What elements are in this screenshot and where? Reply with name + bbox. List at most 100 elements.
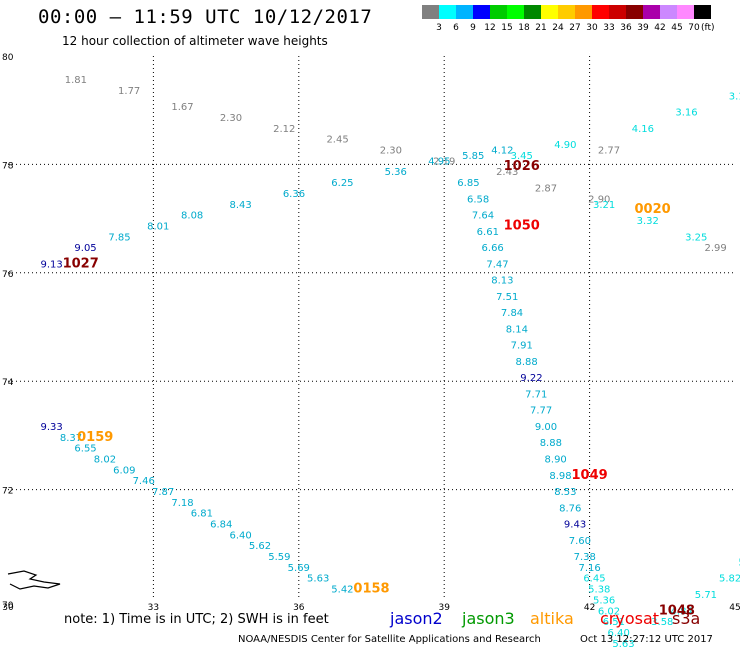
wave-height-label: 5.82 bbox=[719, 574, 740, 585]
y-tick-label: 76 bbox=[2, 270, 14, 280]
wave-height-label: 7.38 bbox=[574, 552, 596, 563]
wave-height-label: 2.90 bbox=[588, 194, 610, 205]
wave-height-label: 8.76 bbox=[559, 503, 581, 514]
wave-height-label: 7.46 bbox=[133, 476, 155, 487]
wave-height-label: 7.87 bbox=[152, 487, 174, 498]
y-tick-label: 80 bbox=[2, 53, 14, 63]
legend-swatch bbox=[609, 5, 626, 19]
wave-height-label: 5.71 bbox=[695, 590, 717, 601]
wave-height-label: 6.25 bbox=[331, 178, 353, 189]
wave-height-label: 8.37 bbox=[60, 433, 82, 444]
wave-height-label: 4.12 bbox=[491, 146, 513, 157]
wave-height-label: 5.38 bbox=[588, 585, 610, 596]
legend-label: 15 bbox=[501, 23, 513, 33]
wave-height-label: 2.99 bbox=[704, 243, 726, 254]
wave-height-label: 5.85 bbox=[462, 151, 484, 162]
legend-label: 9 bbox=[470, 23, 476, 33]
pass-time-label: 1026 bbox=[504, 159, 540, 174]
wave-height-label: 6.84 bbox=[210, 520, 232, 531]
wave-height-label: 9.43 bbox=[564, 520, 586, 531]
wave-height-label: 7.71 bbox=[525, 389, 547, 400]
wave-height-label: 3.32 bbox=[637, 216, 659, 227]
wave-height-label: 8.02 bbox=[94, 455, 116, 466]
wave-height-label: 9.05 bbox=[74, 243, 96, 254]
legend-swatch bbox=[439, 5, 456, 19]
wave-height-label: 6.40 bbox=[230, 530, 252, 541]
wave-height-label: 9.13 bbox=[40, 259, 62, 270]
wave-height-label: 5.63 bbox=[307, 574, 329, 585]
satellite-altika: altika bbox=[530, 609, 574, 628]
wave-height-label: 3.10 bbox=[729, 91, 740, 102]
wave-height-label: 5.69 bbox=[288, 563, 310, 574]
legend-label: 12 bbox=[484, 23, 496, 33]
pass-time-label: 1027 bbox=[63, 256, 99, 271]
legend-swatch bbox=[507, 5, 524, 19]
wave-height-label: 7.91 bbox=[511, 341, 533, 352]
wave-height-label: 6.81 bbox=[191, 509, 213, 520]
wave-height-label: 7.77 bbox=[530, 406, 552, 417]
wave-height-label: 5.36 bbox=[385, 167, 407, 178]
wave-height-label: 8.43 bbox=[230, 200, 252, 211]
legend-label: 24 bbox=[552, 23, 564, 33]
credit-text: NOAA/NESDIS Center for Satellite Applica… bbox=[238, 634, 541, 645]
wave-height-label: 8.53 bbox=[554, 487, 576, 498]
legend-label: 45 bbox=[671, 23, 683, 33]
legend-label: 36 bbox=[620, 23, 632, 33]
wave-height-label: 7.51 bbox=[496, 292, 518, 303]
wave-height-label: 6.09 bbox=[113, 465, 135, 476]
legend-swatch bbox=[643, 5, 660, 19]
wave-height-label: 6.40 bbox=[608, 628, 630, 639]
wave-height-label: 5.59 bbox=[268, 552, 290, 563]
legend-label: 27 bbox=[569, 23, 581, 33]
wave-height-label: 6.55 bbox=[74, 444, 96, 455]
wave-height-label: 8.88 bbox=[540, 438, 562, 449]
wave-height-label: 9.00 bbox=[535, 422, 557, 433]
y-tick-label: 72 bbox=[2, 487, 13, 497]
wave-height-label: 3.25 bbox=[685, 232, 707, 243]
legend-swatch bbox=[558, 5, 575, 19]
legend-swatch bbox=[660, 5, 677, 19]
legend-swatch bbox=[626, 5, 643, 19]
legend-swatch bbox=[677, 5, 694, 19]
wave-height-label: 5.36 bbox=[593, 595, 615, 606]
wave-height-label: 1.81 bbox=[65, 75, 87, 86]
wave-height-label: 4.90 bbox=[554, 140, 576, 151]
wave-height-label: 2.30 bbox=[380, 146, 402, 157]
wave-height-label: 2.77 bbox=[598, 146, 620, 157]
x-tick-label: 33 bbox=[148, 603, 159, 613]
wave-height-label: 7.85 bbox=[108, 232, 130, 243]
legend-swatch bbox=[541, 5, 558, 19]
wave-height-label: 3.45 bbox=[511, 151, 533, 162]
wave-height-label: 3.21 bbox=[593, 200, 615, 211]
timestamp-text: Oct 13 12:27:12 UTC 2017 bbox=[580, 634, 713, 645]
wave-height-label: 8.01 bbox=[147, 221, 169, 232]
wave-height-label: 4.95 bbox=[428, 156, 450, 167]
wave-height-label: 6.85 bbox=[457, 178, 479, 189]
wave-height-label: 1.67 bbox=[171, 102, 193, 113]
legend-label: 18 bbox=[518, 23, 530, 33]
wave-height-label: 8.90 bbox=[545, 455, 567, 466]
map-subtitle: 12 hour collection of altimeter wave hei… bbox=[62, 34, 328, 48]
wave-height-label: 7.16 bbox=[578, 563, 600, 574]
satellite-jason3: jason3 bbox=[462, 609, 515, 628]
wave-height-label: 2.43 bbox=[496, 167, 518, 178]
legend-label: 6 bbox=[453, 23, 459, 33]
legend-swatch bbox=[694, 5, 711, 19]
wave-height-label: 8.13 bbox=[491, 276, 513, 287]
x-tick-label: 42 bbox=[584, 603, 595, 613]
wave-height-label: 5.42 bbox=[331, 585, 353, 596]
y-tick-label: 74 bbox=[2, 378, 14, 388]
wave-height-label: 6.36 bbox=[283, 189, 305, 200]
y-tick-label: 78 bbox=[2, 161, 14, 171]
wave-height-label: 7.18 bbox=[171, 498, 193, 509]
wave-height-label: 8.08 bbox=[181, 211, 203, 222]
y-tick-label: 70 bbox=[2, 601, 14, 611]
wave-height-label: 2.30 bbox=[220, 113, 242, 124]
wave-height-label: 8.14 bbox=[506, 324, 528, 335]
legend-label: 39 bbox=[637, 23, 649, 33]
wave-height-label: 7.60 bbox=[569, 536, 591, 547]
legend-unit: (ft) bbox=[701, 23, 715, 33]
footer-note: note: 1) Time is in UTC; 2) SWH is in fe… bbox=[64, 612, 329, 627]
legend-swatch bbox=[524, 5, 541, 19]
